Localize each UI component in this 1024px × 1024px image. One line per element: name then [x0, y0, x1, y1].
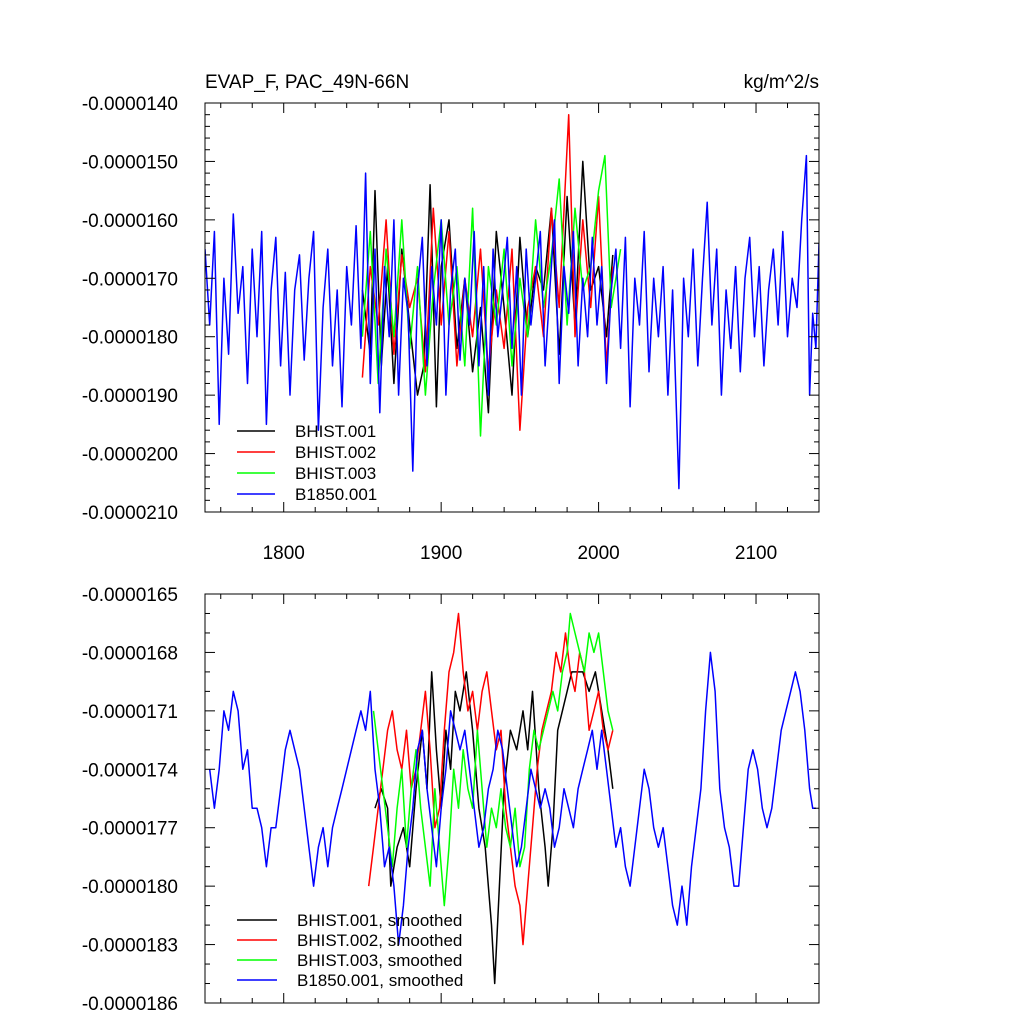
legend-label: BHIST.001, smoothed [297, 911, 462, 930]
x-tick-label: 1900 [420, 543, 462, 564]
series-line-bhist-003 [361, 154, 622, 437]
series-line-bhist-003-smoothed [372, 612, 614, 907]
y-tick-label: -0.0000140 [82, 94, 178, 115]
legend-label: B1850.001, smoothed [297, 971, 463, 990]
series-lines [208, 612, 816, 985]
legend-label: BHIST.003, smoothed [297, 951, 462, 970]
y-tick-label: -0.0000174 [82, 760, 179, 781]
x-tick-label: 1800 [263, 543, 305, 564]
series-lines [205, 113, 819, 490]
bottom-panel: -0.0000165 -0.0000168 -0.0000171 -0.0000174… [82, 585, 820, 1015]
legend-label: BHIST.003 [295, 464, 376, 483]
series-line-b1850-001-smoothed [208, 651, 816, 946]
y-tick-label: -0.0000186 [82, 994, 178, 1015]
y-tick-label: -0.0000180 [82, 877, 178, 898]
legend-label: B1850.001 [295, 485, 377, 504]
x-tick-label: 2100 [735, 543, 777, 564]
legend-label: BHIST.001 [295, 422, 376, 441]
y-tick-label: -0.0000171 [82, 702, 178, 723]
y-tick-label: -0.0000210 [82, 503, 178, 524]
top-panel: -0.0000140 -0.0000150 -0.0000160 -0.0000170… [82, 72, 820, 564]
y-tick-label: -0.0000177 [82, 819, 178, 840]
y-tick-label: -0.0000165 [82, 585, 178, 606]
y-tick-label: -0.0000190 [82, 386, 178, 407]
y-tick-label: -0.0000183 [82, 936, 178, 957]
plot-frame [204, 102, 820, 513]
legend: BHIST.001 BHIST.002 BHIST.003 B1850.001 [237, 422, 377, 504]
y-tick-label: -0.0000160 [82, 211, 178, 232]
y-tick-label: -0.0000168 [82, 643, 178, 664]
chart-units: kg/m^2/s [744, 72, 819, 93]
y-tick-label: -0.0000200 [82, 445, 178, 466]
y-tick-label: -0.0000180 [82, 328, 178, 349]
legend-label: BHIST.002 [295, 443, 376, 462]
plot-frame [204, 593, 820, 1004]
x-tick-label: 2000 [577, 543, 619, 564]
y-tick-label: -0.0000150 [82, 152, 178, 173]
chart-title: EVAP_F, PAC_49N-66N [205, 72, 409, 93]
series-line-b1850-001 [205, 154, 819, 490]
y-tick-label: -0.0000170 [82, 269, 178, 290]
legend-label: BHIST.002, smoothed [297, 931, 462, 950]
series-line-bhist-002-smoothed [367, 612, 614, 946]
